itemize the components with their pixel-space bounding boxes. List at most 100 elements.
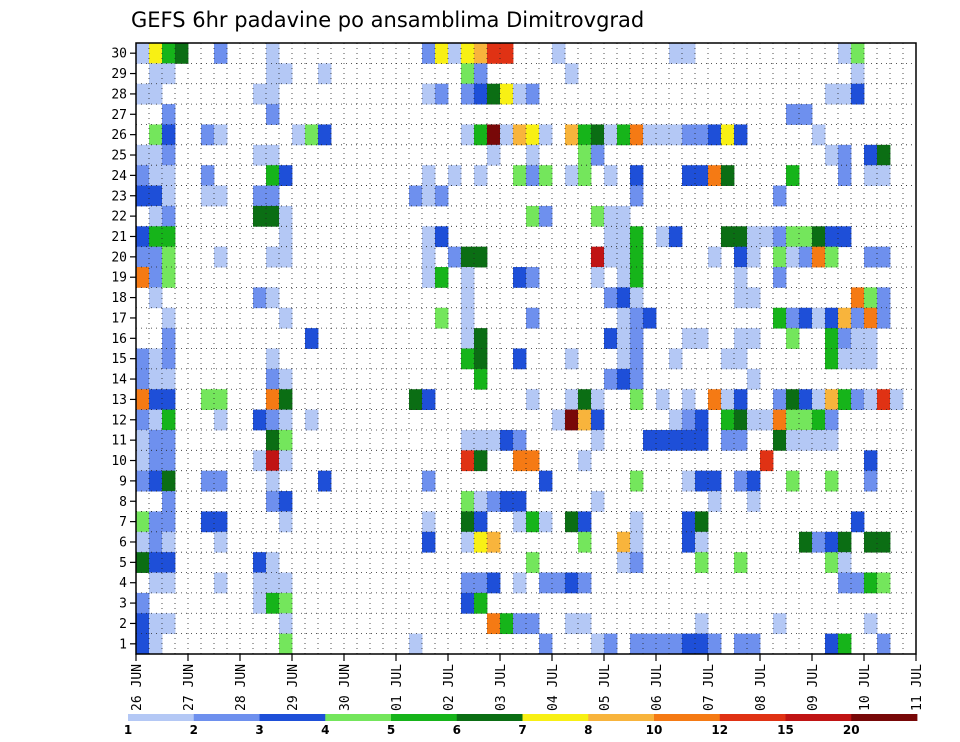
heatmap-cell [630,470,644,492]
heatmap-cell [487,124,501,146]
heatmap-cell [825,633,839,655]
heatmap-cell [474,511,488,533]
heatmap-cell [695,409,709,431]
heatmap-cell [513,429,527,451]
heatmap-cell [513,613,527,635]
heatmap-cell [604,165,618,186]
heatmap-cell [591,389,605,410]
heatmap-cell [305,124,319,146]
heatmap-cell [279,491,293,512]
heatmap-cell [578,511,592,533]
heatmap-cell [630,307,644,329]
heatmap-cell [851,511,865,533]
heatmap-cell [682,389,696,410]
heatmap-cell [162,124,176,146]
heatmap-cell [136,246,150,268]
heatmap-cell [864,613,878,635]
heatmap-cell [708,491,722,512]
heatmap-cell [773,307,787,329]
heatmap-cell [721,389,735,410]
heatmap-cell [747,491,761,512]
heatmap-cell [162,104,176,125]
heatmap-cell [604,287,618,309]
heatmap-cell [682,633,696,655]
heatmap-cell [149,226,163,248]
heatmap-cell [539,572,553,594]
heatmap-cell [877,144,891,166]
heatmap-cell [721,165,735,186]
heatmap-cell [734,633,748,655]
heatmap-cell [136,43,150,64]
heatmap-cell [695,613,709,635]
heatmap-cell [851,83,865,105]
heatmap-cell [604,368,618,390]
heatmap-cell [487,43,501,64]
heatmap-cell [825,144,839,166]
heatmap-cell [526,165,540,186]
colorbar-swatch [719,714,786,721]
heatmap-cell [786,470,800,492]
heatmap-cell [539,470,553,492]
x-axis: 26 JUN 27 JUN 28 JUN 29 JUN 30 JUN 01 JUL 02 J… [130,654,925,711]
heatmap-cell [149,450,163,472]
heatmap-cell [253,409,267,431]
heatmap-cell [279,368,293,390]
y-tick-label: 26 [111,128,127,143]
heatmap-cell [825,246,839,268]
heatmap-cell [773,246,787,268]
heatmap-cell [513,124,527,146]
heatmap-cell [786,104,800,125]
heatmap-cell [162,572,176,594]
heatmap-cell [461,491,475,512]
heatmap-cell [266,470,280,492]
heatmap-cell [630,511,644,533]
heatmap-cell [201,470,215,492]
heatmap-cell [162,307,176,329]
heatmap-cell [162,389,176,410]
heatmap-cell [149,246,163,268]
heatmap-cell [864,531,878,553]
heatmap-cell [838,328,852,349]
heatmap-cell [838,83,852,105]
heatmap-cell [877,531,891,553]
heatmap-cell [851,287,865,309]
heatmap-cell [318,63,332,85]
colorbar-label: 15 [777,723,794,737]
heatmap-cell [461,246,475,268]
heatmap-cell [162,429,176,451]
heatmap-cell [825,83,839,105]
heatmap-cell [474,572,488,594]
heatmap-cell [747,368,761,390]
heatmap-cell [149,287,163,309]
heatmap-cell [461,450,475,472]
heatmap-cell [864,328,878,349]
heatmap-cell [162,491,176,512]
heatmap-cell [799,429,813,451]
heatmap-cell [760,226,774,248]
heatmap-cell [669,348,683,370]
heatmap-cell [656,389,670,410]
heatmap-cell [838,531,852,553]
heatmap-cell [214,124,228,146]
heatmap-cell [708,470,722,492]
colorbar-swatch [851,714,918,721]
heatmap-cell [149,144,163,166]
heatmap-cell [747,328,761,349]
heatmap-cell [136,531,150,553]
heatmap-cell [487,491,501,512]
heatmap-cell [669,429,683,451]
heatmap-cell [773,389,787,410]
heatmap-cell [266,368,280,390]
heatmap-cell [461,83,475,105]
heatmap-cell [565,389,579,410]
heatmap-cell [682,429,696,451]
heatmap-cell [448,165,462,186]
heatmap-cell [578,144,592,166]
heatmap-cell [669,633,683,655]
heatmap-cell [149,205,163,227]
heatmap-cell [149,429,163,451]
x-tick-label: 05 JUL [598,664,613,711]
y-tick-label: 28 [111,87,127,102]
heatmap-cell [279,511,293,533]
heatmap-cell [461,572,475,594]
